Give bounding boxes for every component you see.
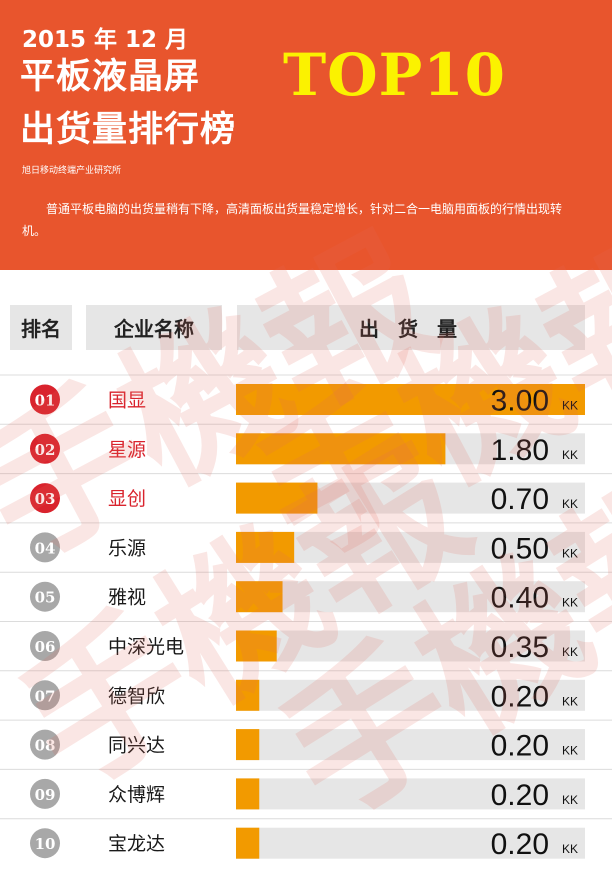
bar-track xyxy=(236,729,585,761)
page-title-line2: 出货量排行榜 xyxy=(20,110,237,150)
rank-number: 03 xyxy=(35,490,56,508)
company-name: 众博辉 xyxy=(108,784,165,806)
rank-badge xyxy=(30,532,60,563)
rank-badge xyxy=(30,483,60,514)
bar xyxy=(236,679,260,711)
rank-number: 08 xyxy=(35,737,56,755)
rank-number: 09 xyxy=(35,786,56,804)
rank-number: 10 xyxy=(35,835,56,853)
value-label: 0.20 xyxy=(491,680,549,713)
bar-track xyxy=(236,827,585,859)
bar xyxy=(236,384,585,415)
rank-badge xyxy=(30,729,60,760)
report-date: 2015 年 12 月 xyxy=(22,27,189,53)
page-title-line1: 平板液晶屏 xyxy=(20,57,201,97)
rank-badge xyxy=(30,581,60,612)
unit-label: KK xyxy=(562,448,578,462)
bar-track xyxy=(236,581,585,613)
rank-badge xyxy=(30,778,60,809)
company-name: 同兴达 xyxy=(108,735,165,757)
bar xyxy=(236,531,295,563)
source-label: 旭日移动终端产业研究所 xyxy=(22,166,122,176)
unit-label: KK xyxy=(562,497,578,511)
value-label: 0.50 xyxy=(491,532,549,565)
bar xyxy=(236,581,283,613)
value-label: 0.35 xyxy=(491,631,549,664)
company-name: 乐源 xyxy=(108,537,146,559)
unit-label: KK xyxy=(562,744,578,758)
bar-track xyxy=(236,630,585,662)
column-header-shipment: 出 货 量 xyxy=(237,305,585,350)
unit-label: KK xyxy=(562,793,578,807)
rank-number: 04 xyxy=(35,539,56,557)
column-header-rank: 排名 xyxy=(10,305,72,350)
unit-label: KK xyxy=(562,596,578,610)
company-name: 中深光电 xyxy=(108,636,184,658)
company-name: 雅视 xyxy=(108,587,146,609)
company-name: 国显 xyxy=(108,390,146,412)
unit-label: KK xyxy=(562,399,578,413)
rank-number: 05 xyxy=(35,589,56,607)
value-label: 0.20 xyxy=(491,779,549,812)
rank-number: 06 xyxy=(35,638,56,656)
header-banner: 2015 年 12 月 平板液晶屏 出货量排行榜 TOP10 旭日移动终端产业研… xyxy=(0,0,612,270)
rank-badge xyxy=(30,680,60,711)
rank-number: 07 xyxy=(35,687,56,705)
company-name: 德智欣 xyxy=(108,685,165,707)
rank-badge xyxy=(30,433,60,464)
value-label: 3.00 xyxy=(491,385,549,418)
bar xyxy=(236,433,446,465)
bar xyxy=(236,630,277,662)
company-name: 星源 xyxy=(108,439,146,461)
company-name: 宝龙达 xyxy=(108,833,165,855)
bar xyxy=(236,729,260,761)
rank-badge xyxy=(30,384,60,415)
bar xyxy=(236,778,260,810)
unit-label: KK xyxy=(562,694,578,708)
rank-number: 01 xyxy=(35,392,56,410)
value-label: 0.20 xyxy=(491,730,549,763)
rank-badge xyxy=(30,828,60,859)
bar-track xyxy=(236,679,585,711)
top10-badge: TOP10 xyxy=(283,41,507,109)
rank-number: 02 xyxy=(35,441,56,459)
bar-track xyxy=(236,778,585,810)
unit-label: KK xyxy=(562,645,578,659)
bar xyxy=(236,482,318,514)
unit-label: KK xyxy=(562,842,578,856)
value-label: 0.70 xyxy=(491,483,549,516)
unit-label: KK xyxy=(562,546,578,560)
company-name: 显创 xyxy=(108,488,146,510)
column-header-company: 企业名称 xyxy=(86,305,222,350)
value-label: 0.40 xyxy=(491,582,549,615)
value-label: 0.20 xyxy=(491,828,549,861)
rank-badge xyxy=(30,631,60,661)
bar xyxy=(236,827,260,859)
value-label: 1.80 xyxy=(491,434,549,467)
description-text: 普通平板电脑的出货量稍有下降，高清面板出货量稳定增长，针对二合一电脑用面板的行情… xyxy=(22,202,563,238)
